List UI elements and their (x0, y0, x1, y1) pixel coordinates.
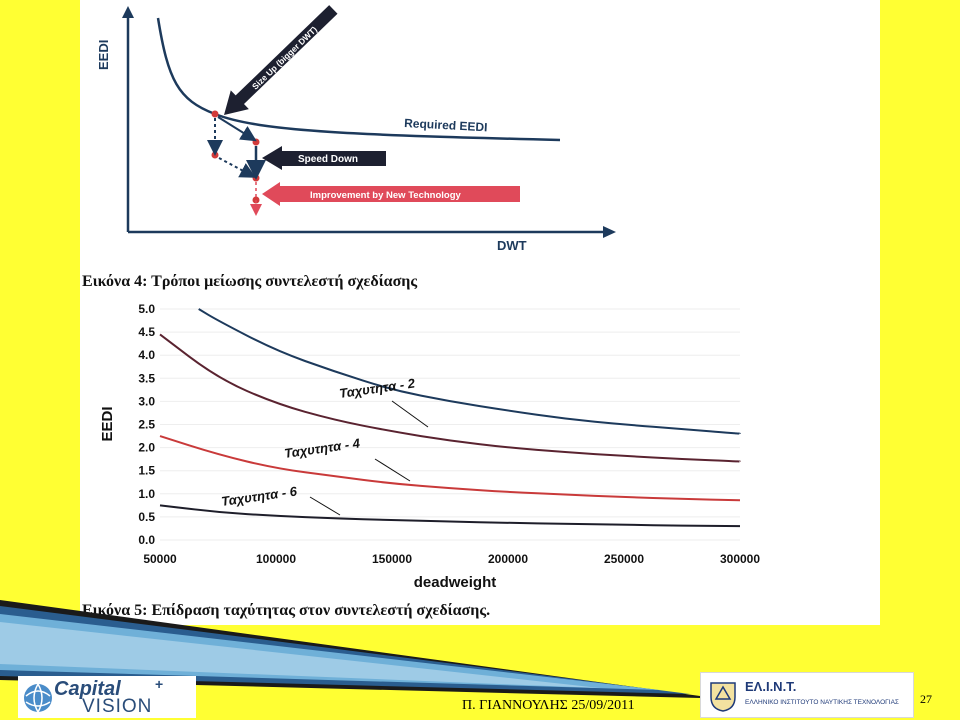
callout-size-up: Size Up (bigger DWT) (224, 5, 338, 115)
series-label-speed-2: Ταχυτητα - 2 (338, 375, 416, 401)
fig5-series-lines (159, 308, 741, 528)
fig4-xlabel: DWT (497, 238, 527, 253)
logo-plus-text: + (155, 676, 164, 692)
x-tick-label: 250000 (604, 552, 644, 566)
globe-icon (24, 683, 52, 713)
elint-subtitle: ΕΛΛΗΝΙΚΟ ΙΝΣΤΙΤΟΥΤΟ ΝΑΥΤΙΚΗΣ ΤΕΧΝΟΛΟΓΙΑΣ (745, 699, 899, 706)
y-tick-label: 0.0 (138, 533, 155, 547)
fig4-x-arrowhead (603, 226, 616, 238)
x-tick-label: 50000 (143, 552, 177, 566)
required-eedi-label: Required EEDI (404, 116, 488, 134)
y-tick-label: 1.0 (138, 487, 155, 501)
fig5-y-tick-labels: 0.0 0.5 1.0 1.5 2.0 2.5 3.0 3.5 4.0 4.5 5.0 (138, 302, 155, 547)
arrow-size-up (217, 116, 257, 142)
y-tick-label: 5.0 (138, 302, 155, 316)
callout-size-up-text: Size Up (bigger DWT) (250, 24, 319, 91)
callout-speed-down: Speed Down (262, 146, 386, 170)
required-eedi-curve (156, 17, 561, 142)
fig4-ylabel: EEDI (96, 40, 111, 70)
pointer-speed-6 (309, 496, 341, 516)
x-tick-label: 200000 (488, 552, 528, 566)
pointer-speed-2 (391, 400, 429, 428)
arrow-size-up-dotted (218, 157, 257, 178)
y-tick-label: 1.5 (138, 464, 155, 478)
point-size-up (252, 138, 260, 146)
point-speed-down-a (211, 151, 219, 159)
x-tick-label: 100000 (256, 552, 296, 566)
x-tick-label: 300000 (720, 552, 760, 566)
point-current (211, 110, 219, 118)
figure4-caption: Εικόνα 4: Τρόποι μείωσης συντελεστή σχεδ… (82, 273, 418, 290)
y-tick-label: 4.0 (138, 348, 155, 362)
series-line-2 (159, 435, 741, 502)
page-number: 27 (920, 692, 932, 706)
fig5-ylabel: EEDI (99, 406, 116, 441)
author-date: Π. ΓΙΑΝΝΟΥΛΗΣ 25/09/2011 (462, 698, 635, 713)
eedi-speed-chart: 0.0 0.5 1.0 1.5 2.0 2.5 3.0 3.5 4.0 4.5 5.0 50000 1… (99, 302, 760, 591)
capital-vision-logo: Capital + VISION (18, 676, 196, 718)
y-tick-label: 2.5 (138, 418, 155, 432)
fig5-x-tick-labels: 50000 100000 150000 200000 250000 300000 (143, 552, 760, 566)
eedi-reduction-diagram: EEDI DWT Required EEDI Size Up (bigger D… (96, 5, 616, 253)
y-tick-label: 0.5 (138, 510, 155, 524)
pointer-speed-4 (374, 458, 411, 482)
point-speed-down-b (252, 174, 260, 182)
y-tick-label: 2.0 (138, 441, 155, 455)
y-tick-label: 4.5 (138, 325, 155, 339)
fig5-xlabel: deadweight (414, 574, 497, 591)
x-tick-label: 150000 (372, 552, 412, 566)
y-tick-label: 3.5 (138, 371, 155, 385)
callout-technology: Improvement by New Technology (262, 182, 520, 206)
logo-capital-text: Capital (54, 678, 121, 700)
fig5-gridlines (160, 308, 740, 541)
y-tick-label: 3.0 (138, 394, 155, 408)
figure5-caption: Εικόνα 5: Επίδραση ταχύτητας στον συντελ… (82, 602, 491, 619)
series-label-speed-6: Ταχυτητα - 6 (220, 483, 298, 509)
series-line-1 (159, 333, 741, 463)
logo-vision-text: VISION (82, 696, 153, 717)
series-line-3 (159, 504, 741, 528)
callout-speed-down-text: Speed Down (298, 154, 358, 165)
slide-content-panel (80, 0, 880, 625)
elint-logo: ΕΛ.Ι.Ν.Τ. ΕΛΛΗΝΙΚΟ ΙΝΣΤΙΤΟΥΤΟ ΝΑΥΤΙΚΗΣ Τ… (700, 672, 914, 718)
footer-swoosh (0, 600, 700, 698)
fig4-y-arrowhead (122, 6, 134, 18)
elint-title: ΕΛ.Ι.Ν.Τ. (745, 679, 797, 694)
series-line-0 (198, 308, 741, 435)
series-label-speed-4: Ταχυτητα - 4 (283, 435, 361, 461)
crest-icon (710, 682, 736, 712)
callout-technology-text: Improvement by New Technology (310, 190, 462, 201)
